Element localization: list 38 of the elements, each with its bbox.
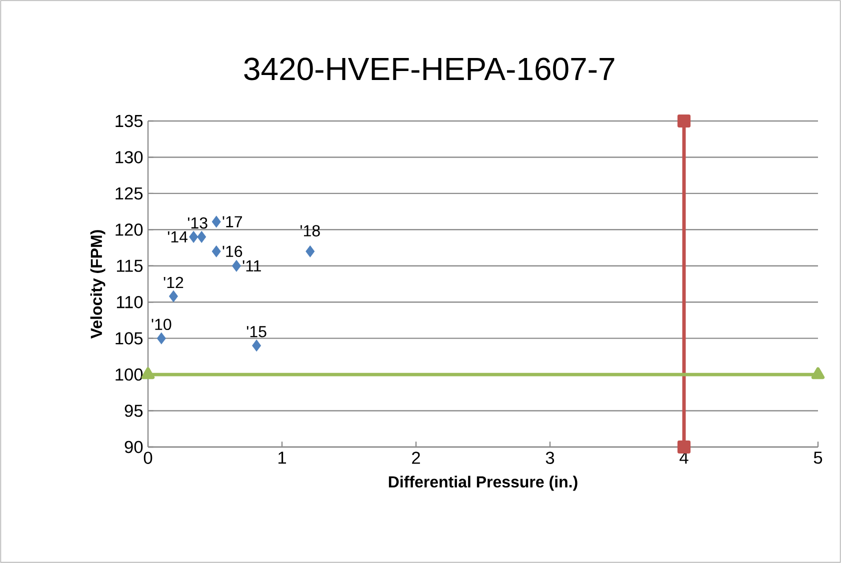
point: [212, 216, 221, 228]
y-tick-label: 105: [116, 332, 143, 344]
x-tick-label: 5: [814, 452, 822, 464]
y-tick-label: 110: [116, 296, 143, 308]
x-tick-label: 0: [144, 452, 152, 464]
y-tick-label: 90: [124, 440, 143, 454]
point: [156, 332, 166, 344]
annotation: '17: [222, 216, 242, 228]
y-tick-label: 120: [116, 224, 143, 236]
point: [252, 340, 262, 352]
point: [232, 260, 241, 272]
point: [212, 246, 221, 258]
annotation: '18: [300, 225, 320, 236]
annotation: '14: [168, 231, 188, 242]
point: [677, 114, 691, 128]
annotation: '11: [242, 260, 261, 272]
y-tick-label: 135: [116, 114, 143, 128]
annotation: '15: [246, 326, 266, 338]
annotation: '16: [222, 246, 242, 258]
chart-title: 3420-HVEF-HEPA-1607-7: [244, 58, 614, 80]
point: [306, 246, 315, 258]
x-tick-label: 1: [278, 452, 286, 464]
y-axis-title: Velocity (FPM): [90, 230, 106, 339]
annotation: '12: [164, 276, 184, 288]
point: [189, 231, 198, 243]
x-axis-title: Differential Pressure (in.): [388, 476, 578, 491]
y-tick-label: 115: [116, 260, 143, 272]
annotation: '13: [188, 217, 208, 229]
y-tick-label: 95: [124, 404, 143, 417]
y-tick-label: 100: [116, 368, 143, 381]
x-tick-label: 2: [412, 452, 420, 464]
point: [169, 290, 178, 302]
y-tick-label: 125: [116, 187, 143, 200]
annotation: '10: [152, 318, 172, 330]
y-tick-label: 130: [116, 151, 143, 164]
point: [677, 440, 691, 454]
x-tick-label: 3: [546, 452, 554, 464]
point: [197, 231, 206, 243]
